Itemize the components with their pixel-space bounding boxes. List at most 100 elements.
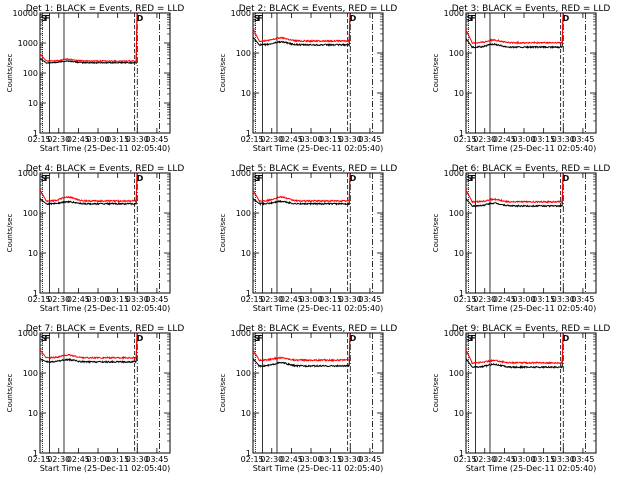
y-axis-label: Counts/sec	[219, 54, 227, 93]
x-tick-label: 03:15	[532, 295, 555, 304]
y-tick-label: 10000	[13, 9, 38, 18]
y-tick-label: 1000	[231, 9, 251, 18]
x-tick-label: 03:45	[358, 455, 381, 464]
x-tick-label: 02:30	[473, 135, 496, 144]
series-line-events	[465, 333, 564, 370]
x-axis-label: Start Time (25-Dec-11 02:05:40)	[466, 144, 597, 153]
series-line-events	[39, 173, 138, 206]
y-tick-label: 100	[236, 369, 251, 378]
x-tick-label: 02:15	[241, 295, 264, 304]
series-line-lld	[465, 333, 564, 365]
y-tick-label: 10	[454, 249, 464, 258]
y-tick-label: 10	[28, 99, 38, 108]
marker-f: F	[257, 334, 262, 343]
y-axis-label: Counts/sec	[6, 54, 14, 93]
marker-s: S	[467, 174, 473, 183]
x-tick-label: 02:30	[47, 295, 70, 304]
x-tick-label: 03:00	[299, 135, 322, 144]
plot-title: Det 6: BLACK = Events, RED = LLD	[452, 164, 611, 174]
x-tick-label: 02:45	[280, 455, 303, 464]
x-tick-label: 03:30	[339, 295, 362, 304]
x-tick-label: 03:30	[126, 295, 149, 304]
y-tick-label: 10	[454, 89, 464, 98]
x-tick-label: 03:00	[512, 455, 535, 464]
x-tick-label: 03:15	[106, 455, 129, 464]
x-tick-label: 03:30	[126, 135, 149, 144]
marker-d: D	[350, 174, 357, 183]
x-tick-label: 02:45	[67, 135, 90, 144]
marker-f: F	[470, 14, 475, 23]
series-line-lld	[39, 173, 138, 203]
x-tick-label: 03:00	[299, 295, 322, 304]
x-tick-label: 03:15	[319, 295, 342, 304]
marker-s: S	[41, 14, 47, 23]
plot-frame	[252, 332, 384, 454]
x-tick-label: 02:15	[454, 295, 477, 304]
x-tick-label: 02:30	[473, 455, 496, 464]
x-tick-label: 03:15	[532, 455, 555, 464]
x-axis-label: Start Time (25-Dec-11 02:05:40)	[253, 464, 384, 473]
marker-f: F	[44, 334, 49, 343]
marker-d: D	[563, 174, 570, 183]
marker-s: S	[467, 14, 473, 23]
detector-plot-9: Det 9: BLACK = Events, RED = LLD 1 10 100 10…	[432, 324, 610, 473]
x-tick-label: 02:15	[28, 455, 51, 464]
series-line-lld	[252, 13, 351, 43]
marker-d: D	[137, 14, 144, 23]
x-tick-label: 03:00	[86, 295, 109, 304]
marker-f: F	[470, 174, 475, 183]
y-axis-label: Counts/sec	[219, 374, 227, 413]
plot-title: Det 8: BLACK = Events, RED = LLD	[239, 324, 398, 334]
series-line-lld	[252, 173, 351, 203]
y-tick-label: 10	[28, 249, 38, 258]
x-axis-label: Start Time (25-Dec-11 02:05:40)	[40, 304, 171, 313]
y-tick-label: 1000	[18, 329, 38, 338]
x-tick-label: 02:30	[47, 455, 70, 464]
x-tick-label: 02:45	[493, 455, 516, 464]
x-tick-label: 03:45	[571, 295, 594, 304]
y-tick-label: 10	[28, 409, 38, 418]
marker-s: S	[467, 334, 473, 343]
detector-plot-7: Det 7: BLACK = Events, RED = LLD 1 10 100 10…	[6, 324, 184, 473]
x-axis-label: Start Time (25-Dec-11 02:05:40)	[466, 464, 597, 473]
series-line-lld	[39, 333, 138, 360]
x-tick-label: 03:15	[319, 135, 342, 144]
x-tick-label: 03:30	[339, 135, 362, 144]
x-tick-label: 03:45	[145, 135, 168, 144]
x-tick-label: 03:15	[106, 295, 129, 304]
x-tick-label: 03:00	[86, 135, 109, 144]
marker-s: S	[41, 174, 47, 183]
x-tick-label: 03:15	[106, 135, 129, 144]
y-tick-label: 1000	[444, 169, 464, 178]
plot-title: Det 2: BLACK = Events, RED = LLD	[239, 4, 398, 14]
x-tick-label: 03:45	[571, 135, 594, 144]
plot-frame	[39, 332, 171, 454]
x-tick-label: 02:45	[493, 135, 516, 144]
y-tick-label: 100	[23, 209, 38, 218]
y-tick-label: 10	[454, 409, 464, 418]
y-tick-label: 1	[459, 449, 464, 458]
y-tick-label: 100	[23, 369, 38, 378]
x-tick-label: 03:30	[552, 135, 575, 144]
marker-s: S	[254, 334, 260, 343]
y-tick-label: 1000	[444, 9, 464, 18]
y-axis-label: Counts/sec	[6, 374, 14, 413]
plot-frame	[39, 172, 171, 294]
y-axis-label: Counts/sec	[219, 214, 227, 253]
x-tick-label: 02:30	[260, 135, 283, 144]
x-axis-label: Start Time (25-Dec-11 02:05:40)	[466, 304, 597, 313]
y-tick-label: 1	[246, 129, 251, 138]
detector-plot-2: Det 2: BLACK = Events, RED = LLD 1 10 100 10…	[219, 4, 397, 153]
y-tick-label: 1	[246, 289, 251, 298]
plot-title: Det 7: BLACK = Events, RED = LLD	[26, 324, 185, 334]
series-line-lld	[39, 13, 138, 63]
marker-s: S	[254, 14, 260, 23]
y-tick-label: 1000	[18, 39, 38, 48]
x-tick-label: 02:30	[47, 135, 70, 144]
detector-plot-4: Det 4: BLACK = Events, RED = LLD 1 10 100 10…	[6, 164, 184, 313]
marker-f: F	[257, 14, 262, 23]
marker-d: D	[350, 14, 357, 23]
series-line-events	[39, 13, 138, 65]
x-tick-label: 02:15	[28, 295, 51, 304]
